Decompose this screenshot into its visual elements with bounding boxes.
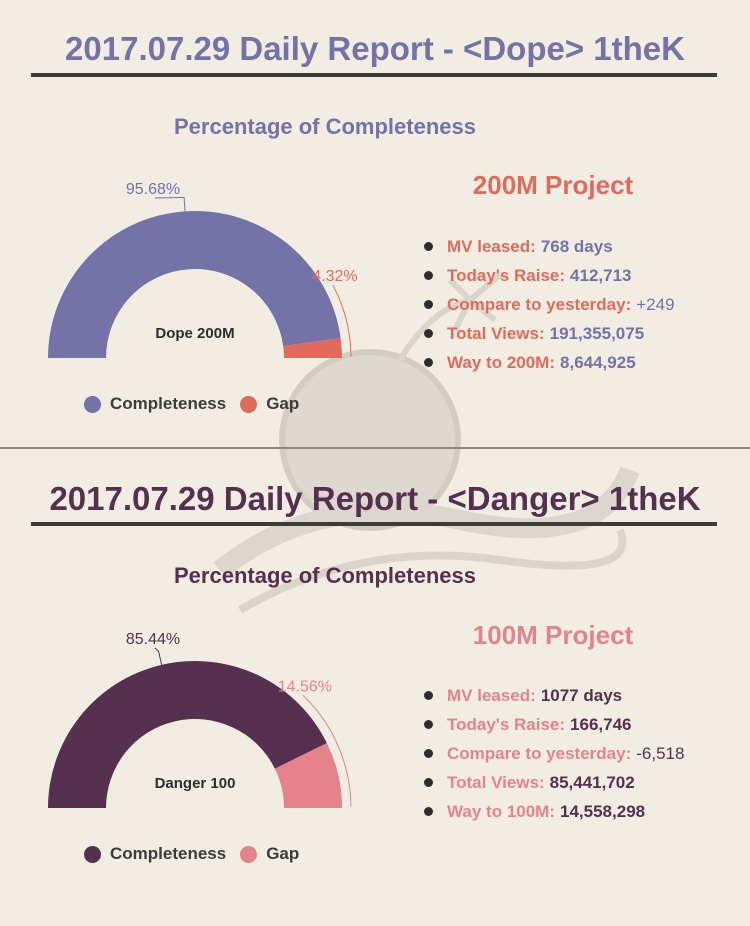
bullet-icon: [424, 807, 433, 816]
stat-label: Today's Raise:: [447, 266, 566, 285]
stat-value: 85,441,702: [549, 773, 635, 792]
legend-item-gap: Gap: [240, 394, 299, 414]
legend-item-completeness: Completeness: [84, 394, 226, 414]
stat-value: 191,355,075: [549, 324, 645, 343]
chart-legend: Completeness Gap: [84, 844, 299, 864]
stat-label: Compare to yesterday:: [447, 744, 632, 763]
report-title: 2017.07.29 Daily Report - <Dope> 1theK: [65, 30, 685, 67]
stat-row: Total Views: 191,355,075: [418, 319, 738, 348]
legend-swatch-gap: [240, 395, 258, 413]
bullet-icon: [424, 271, 433, 280]
danger-report-section: 2017.07.29 Daily Report - <Danger> 1theK…: [0, 450, 750, 926]
chart-leader-line: [302, 694, 352, 807]
project-stats-list: MV leased: 768 days Today's Raise: 412,713 C…: [418, 232, 738, 377]
bullet-icon: [424, 691, 433, 700]
chart-center-label: Dope 200M: [155, 325, 234, 342]
chart-leader-line: [154, 196, 186, 212]
stat-label: Way to 100M:: [447, 802, 556, 821]
completeness-gauge-chart: 85.44% 14.56% Danger 100: [48, 631, 352, 808]
chart-slice-completeness: [48, 211, 341, 358]
stat-value: 14,558,298: [560, 802, 646, 821]
title-divider: [31, 522, 717, 526]
bullet-icon: [424, 300, 433, 309]
legend-label-gap: Gap: [266, 844, 300, 863]
chart-leader-line: [332, 284, 352, 357]
chart-subtitle: Percentage of Completeness: [174, 563, 476, 588]
legend-swatch-completeness: [84, 395, 101, 413]
dope-report-section: 2017.07.29 Daily Report - <Dope> 1theK P…: [0, 0, 750, 450]
legend-swatch-gap: [240, 845, 258, 863]
stat-label: MV leased:: [447, 237, 536, 256]
bomb-watermark: [213, 272, 640, 614]
legend-label-completeness: Completeness: [110, 394, 227, 413]
stat-row: Compare to yesterday: -6,518: [418, 739, 738, 768]
bullet-icon: [424, 242, 433, 251]
bullet-icon: [424, 778, 433, 787]
stat-label: Total Views:: [447, 773, 545, 792]
stat-row: Compare to yesterday: +249: [418, 290, 738, 319]
chart-center-label: Danger 100: [155, 775, 236, 792]
bullet-icon: [424, 749, 433, 758]
completeness-gauge-chart: 95.68% 4.32% Dope 200M: [48, 181, 358, 358]
stat-label: MV leased:: [447, 686, 536, 705]
legend-label-completeness: Completeness: [110, 844, 227, 863]
title-divider: [31, 73, 717, 77]
legend-swatch-completeness: [84, 845, 101, 863]
chart-legend: Completeness Gap: [84, 394, 299, 414]
stat-value: 768 days: [540, 237, 613, 256]
stat-label: Total Views:: [447, 324, 545, 343]
stat-value: 412,713: [570, 266, 632, 285]
legend-item-completeness: Completeness: [84, 844, 226, 864]
stat-row: Way to 200M: 8,644,925: [418, 348, 738, 377]
chart-slice-completeness: [48, 661, 327, 808]
chart-value-label: 4.32%: [312, 268, 357, 285]
bullet-icon: [424, 720, 433, 729]
stat-row: MV leased: 1077 days: [418, 681, 738, 710]
stat-value: +249: [636, 295, 675, 314]
stat-value: 166,746: [570, 715, 632, 734]
bullet-icon: [424, 329, 433, 338]
stat-label: Way to 200M:: [447, 353, 556, 372]
section-divider: [0, 447, 750, 449]
stat-row: Today's Raise: 412,713: [418, 261, 738, 290]
chart-value-label: 95.68%: [126, 181, 180, 198]
report-title: 2017.07.29 Daily Report - <Danger> 1theK: [49, 480, 701, 517]
project-stats-list: MV leased: 1077 days Today's Raise: 166,746…: [418, 681, 738, 826]
chart-slice-gap: [283, 338, 342, 358]
chart-slice-gap: [274, 743, 342, 808]
stat-value: -6,518: [636, 744, 685, 763]
bullet-icon: [424, 358, 433, 367]
chart-value-label: 85.44%: [126, 631, 180, 648]
stat-value: 8,644,925: [560, 353, 636, 372]
legend-label-gap: Gap: [266, 394, 300, 413]
chart-leader-line: [154, 647, 163, 665]
chart-value-label: 14.56%: [278, 678, 332, 695]
chart-subtitle: Percentage of Completeness: [174, 114, 476, 139]
legend-item-gap: Gap: [240, 844, 299, 864]
stat-row: Total Views: 85,441,702: [418, 768, 738, 797]
stat-label: Compare to yesterday:: [447, 295, 632, 314]
stat-row: Way to 100M: 14,558,298: [418, 797, 738, 826]
project-title: 100M Project: [472, 620, 634, 650]
stat-row: Today's Raise: 166,746: [418, 710, 738, 739]
stat-value: 1077 days: [540, 686, 623, 705]
stat-row: MV leased: 768 days: [418, 232, 738, 261]
project-title: 200M Project: [472, 170, 634, 200]
stat-label: Today's Raise:: [447, 715, 566, 734]
